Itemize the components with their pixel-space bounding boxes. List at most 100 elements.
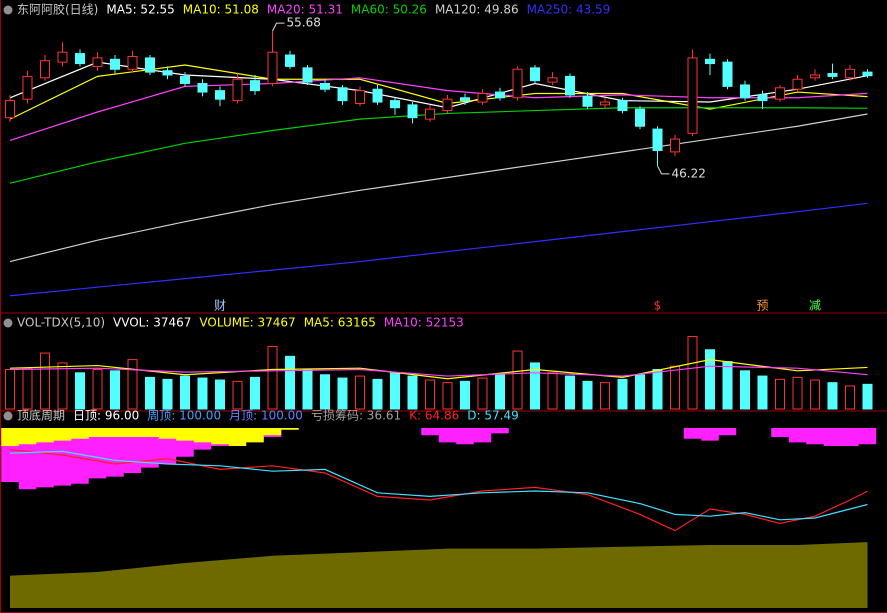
volume-bar — [862, 383, 873, 410]
volume-bar — [145, 376, 155, 410]
volume-bar — [110, 370, 120, 410]
candle-body — [232, 78, 243, 102]
candle-body — [460, 97, 470, 102]
volume-bar — [495, 374, 505, 410]
legend-entry: K: 64.86 — [409, 409, 459, 423]
legend-entry: MA5: 52.55 — [106, 3, 174, 17]
candle-body — [390, 100, 400, 109]
legend-entry: 周顶: 100.00 — [147, 409, 221, 423]
candle-body — [250, 80, 260, 92]
candle-body — [197, 83, 208, 93]
volume-bar — [460, 380, 470, 410]
candle-body — [792, 78, 803, 90]
volume-bar — [5, 369, 15, 410]
candle-body — [722, 61, 733, 87]
legend-entry: MA250: 43.59 — [527, 3, 611, 17]
candle-body — [407, 104, 418, 119]
line-series — [9, 365, 868, 377]
area-series — [421, 428, 509, 445]
volume-bar — [530, 362, 540, 410]
candle-body — [862, 71, 873, 77]
line-series — [9, 450, 868, 521]
line-series — [9, 202, 868, 297]
panel-toggle[interactable] — [3, 411, 13, 421]
panel-toggle[interactable] — [3, 318, 13, 328]
volume-bar — [372, 378, 383, 410]
legend-entry: 亏损筹码: 36.61 — [311, 409, 401, 423]
volume-bar — [617, 378, 628, 410]
candle-body — [180, 75, 190, 85]
candle-body — [565, 75, 575, 96]
legend-entry: 东阿阿胶(日线) — [17, 2, 98, 17]
candle-body — [600, 101, 610, 106]
legend-entry: MA120: 49.86 — [435, 3, 519, 17]
candle-body — [687, 57, 698, 134]
candle-body — [337, 87, 348, 102]
panel-toggle[interactable] — [3, 5, 13, 15]
volume-bar — [127, 359, 138, 410]
volume-bar — [565, 375, 575, 410]
volume-bar — [197, 377, 208, 410]
candle-body — [162, 70, 173, 76]
candle-body — [705, 58, 715, 65]
legend-entry: 日顶: 96.00 — [73, 409, 139, 423]
candle-body — [775, 87, 785, 100]
volume-bar — [670, 365, 680, 410]
candle-body — [442, 98, 453, 112]
line-series — [9, 113, 868, 263]
volume-bar — [92, 369, 103, 410]
volume-bar — [320, 374, 330, 410]
max-label: 55.68 — [287, 16, 321, 30]
candle-body — [670, 138, 680, 153]
line-series — [9, 77, 868, 142]
candle-body — [40, 60, 50, 79]
candle-body — [740, 84, 750, 99]
min-label: 46.22 — [672, 166, 706, 180]
volume-bar — [827, 382, 838, 410]
volume-bar — [705, 349, 715, 410]
volume-bar — [232, 380, 243, 410]
candle-body — [512, 68, 523, 99]
min-leader — [657, 165, 670, 175]
line-series — [9, 449, 868, 532]
volume-bar — [810, 379, 820, 410]
legend-entry: MA20: 51.31 — [267, 3, 343, 17]
legend-entry: 月顶: 100.00 — [229, 409, 303, 423]
candle-body — [110, 58, 120, 70]
legend-entry: MA10: 52153 — [384, 316, 464, 330]
candle-body — [285, 54, 295, 67]
volume-bar — [162, 378, 173, 410]
legend-entry: VOLUME: 37467 — [199, 316, 295, 330]
volume-bar — [775, 378, 785, 410]
max-leader — [272, 22, 285, 32]
candle-body — [145, 57, 155, 73]
candle-body — [477, 92, 488, 103]
candle-body — [530, 67, 540, 82]
candle-body — [845, 68, 855, 79]
candle-body — [635, 108, 645, 127]
line-series — [9, 359, 868, 380]
volume-bar — [267, 345, 278, 410]
candle-body — [617, 100, 628, 112]
volume-bar — [302, 369, 313, 410]
candle-body — [302, 67, 313, 83]
volume-bar — [600, 382, 610, 410]
candle-body — [757, 94, 768, 102]
area-series — [683, 428, 737, 441]
area-series — [10, 542, 868, 608]
candle-body — [810, 74, 820, 79]
volume-bar — [845, 385, 855, 410]
candle-body — [495, 91, 505, 99]
volume-bar — [547, 372, 558, 410]
event-marker: 预 — [756, 299, 768, 313]
volume-bar — [635, 374, 645, 410]
volume-bar — [652, 369, 663, 410]
volume-bar — [477, 377, 488, 410]
legend-entry: MA5: 63165 — [304, 316, 376, 330]
candle-body — [92, 57, 103, 67]
volume-bar — [425, 379, 435, 410]
candle-body — [22, 75, 33, 100]
volume-bar — [582, 380, 593, 410]
